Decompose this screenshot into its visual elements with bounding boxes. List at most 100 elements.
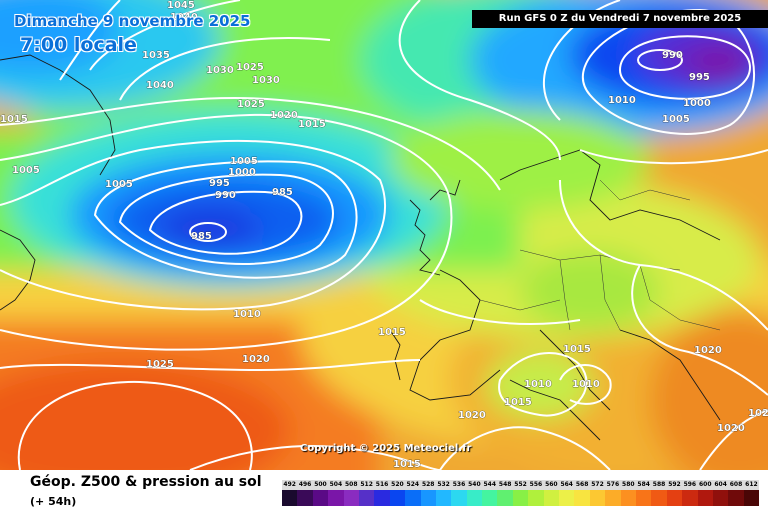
legend-entry: 532 bbox=[435, 480, 452, 506]
legend-entry: 576 bbox=[605, 480, 621, 506]
legend-swatch bbox=[635, 490, 652, 506]
isobar-label: 1005 bbox=[12, 165, 40, 176]
legend-value: 568 bbox=[574, 480, 590, 490]
legend-swatch bbox=[374, 490, 390, 506]
legend-entry: 568 bbox=[574, 480, 590, 506]
legend-entry: 528 bbox=[420, 480, 436, 506]
isobar-label: 1010 bbox=[572, 379, 600, 390]
legend-swatch bbox=[389, 490, 406, 506]
color-scale-legend: 492 496 500 504 508 512 516 520 524 528 532 536 540 5… bbox=[282, 480, 760, 506]
legend-swatch bbox=[666, 490, 683, 506]
legend-swatch bbox=[282, 490, 298, 506]
legend-swatch bbox=[451, 490, 467, 506]
legend-value: 580 bbox=[620, 480, 636, 490]
legend-entry: 556 bbox=[528, 480, 544, 506]
map-canvas: 1045 1040 1035 1030 1025 1030 1040 1015 … bbox=[0, 0, 768, 470]
legend-entry: 604 bbox=[712, 480, 729, 506]
isobar-label: 1015 bbox=[563, 344, 591, 355]
isobar-label: 1015 bbox=[378, 327, 406, 338]
isobar-label: 1015 bbox=[393, 459, 421, 470]
forecast-date: Dimanche 9 novembre 2025 bbox=[14, 12, 251, 30]
isobar-label: 985 bbox=[272, 187, 293, 198]
legend-entry: 548 bbox=[497, 480, 513, 506]
legend-swatch bbox=[343, 490, 359, 506]
legend-value: 592 bbox=[666, 480, 683, 490]
legend-value: 576 bbox=[605, 480, 621, 490]
legend-value: 604 bbox=[712, 480, 729, 490]
legend-entry: 492 bbox=[282, 480, 298, 506]
legend-value: 560 bbox=[543, 480, 560, 490]
model-run-info: Run GFS 0 Z du Vendredi 7 novembre 2025 bbox=[472, 10, 768, 28]
isobar-label: 1020 bbox=[458, 410, 486, 421]
legend-swatch bbox=[482, 490, 498, 506]
isobar-label: 1020 bbox=[717, 423, 745, 434]
legend-entry: 544 bbox=[482, 480, 498, 506]
legend-entry: 596 bbox=[682, 480, 698, 506]
legend-value: 564 bbox=[559, 480, 575, 490]
legend-swatch bbox=[682, 490, 698, 506]
legend-entry: 508 bbox=[343, 480, 359, 506]
legend-swatch bbox=[435, 490, 452, 506]
legend-value: 540 bbox=[466, 480, 483, 490]
legend-value: 552 bbox=[512, 480, 529, 490]
forecast-lead-time: (+ 54h) bbox=[30, 495, 77, 508]
weather-map: 1045 1040 1035 1030 1025 1030 1040 1015 … bbox=[0, 0, 768, 470]
isobar-label: 1010 bbox=[233, 309, 261, 320]
legend-value: 548 bbox=[497, 480, 513, 490]
geopotential-field bbox=[0, 0, 768, 470]
legend-swatch bbox=[574, 490, 590, 506]
legend-entry: 520 bbox=[389, 480, 406, 506]
isobar-label: 1020 bbox=[694, 345, 722, 356]
isobar-label: 1020 bbox=[270, 110, 298, 121]
legend-value: 536 bbox=[451, 480, 467, 490]
isobar-label: 1000 bbox=[683, 98, 711, 109]
legend-entry: 612 bbox=[743, 480, 760, 506]
isobar-label: 990 bbox=[662, 50, 683, 61]
legend-entry: 592 bbox=[666, 480, 683, 506]
isobar-label: 1015 bbox=[504, 397, 532, 408]
legend-swatch bbox=[512, 490, 529, 506]
legend-value: 596 bbox=[682, 480, 698, 490]
legend-value: 500 bbox=[312, 480, 329, 490]
legend-value: 528 bbox=[420, 480, 436, 490]
isobar-label: 1040 bbox=[170, 12, 198, 23]
legend-value: 588 bbox=[651, 480, 667, 490]
legend-swatch bbox=[358, 490, 375, 506]
legend-entry: 600 bbox=[697, 480, 713, 506]
legend-value: 504 bbox=[328, 480, 344, 490]
legend-value: 512 bbox=[358, 480, 375, 490]
isobar-label: 1000 bbox=[228, 167, 256, 178]
legend-entry: 580 bbox=[620, 480, 636, 506]
legend-entry: 584 bbox=[635, 480, 652, 506]
legend-swatch bbox=[559, 490, 575, 506]
legend-swatch bbox=[589, 490, 606, 506]
isobar-labels: 1045 1040 1035 1030 1025 1030 1040 1015 … bbox=[0, 0, 768, 470]
legend-swatch bbox=[297, 490, 313, 506]
legend-entry: 560 bbox=[543, 480, 560, 506]
legend-swatch bbox=[543, 490, 560, 506]
legend-entry: 572 bbox=[589, 480, 606, 506]
legend-value: 544 bbox=[482, 480, 498, 490]
map-variable-title: Géop. Z500 & pression au sol bbox=[30, 474, 262, 490]
legend-value: 608 bbox=[728, 480, 744, 490]
legend-swatch bbox=[712, 490, 729, 506]
legend-value: 496 bbox=[297, 480, 313, 490]
legend-swatch bbox=[728, 490, 744, 506]
isobar-label: 1005 bbox=[105, 179, 133, 190]
isobar-label: 1010 bbox=[608, 95, 636, 106]
legend-entry: 524 bbox=[405, 480, 421, 506]
legend-entry: 496 bbox=[297, 480, 313, 506]
isobar-label: 1015 bbox=[298, 119, 326, 130]
legend-entry: 504 bbox=[328, 480, 344, 506]
isobar-label: 1020 bbox=[748, 408, 768, 419]
isobar-label: 1035 bbox=[142, 50, 170, 61]
legend-value: 556 bbox=[528, 480, 544, 490]
map-footer: Géop. Z500 & pression au sol (+ 54h) 492… bbox=[0, 470, 768, 512]
legend-swatch bbox=[466, 490, 483, 506]
isobar-label: 1010 bbox=[524, 379, 552, 390]
legend-entry: 608 bbox=[728, 480, 744, 506]
legend-value: 524 bbox=[405, 480, 421, 490]
copyright-notice: Copyright © 2025 Meteociel.fr bbox=[300, 443, 472, 454]
forecast-time: 7:00 locale bbox=[20, 34, 137, 56]
legend-value: 584 bbox=[635, 480, 652, 490]
